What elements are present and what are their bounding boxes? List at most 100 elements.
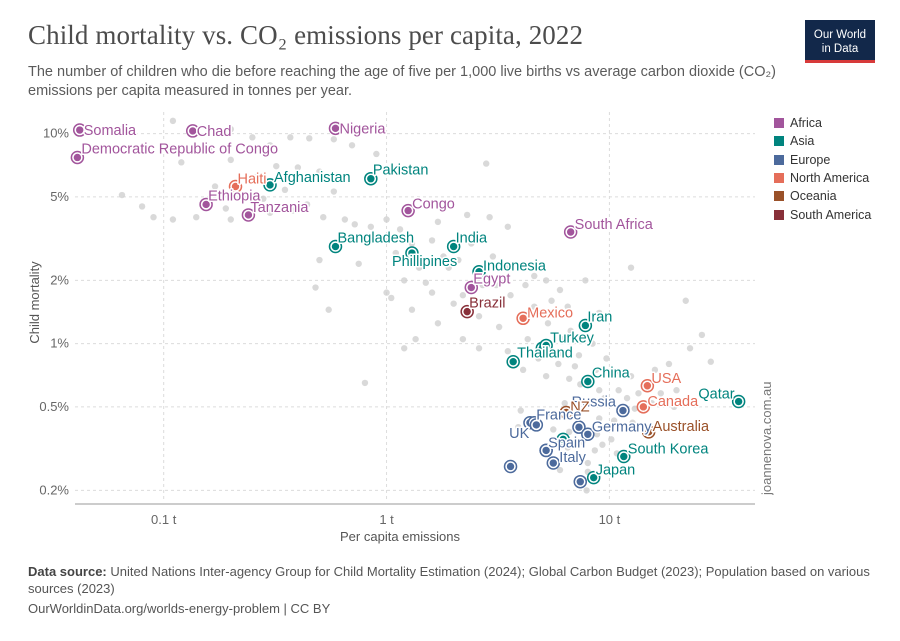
background-point	[341, 216, 349, 223]
y-tick-label: 1%	[50, 336, 69, 351]
point-dot	[575, 423, 583, 431]
highlighted-point	[328, 121, 343, 136]
legend-item-europe[interactable]: Europe	[774, 151, 871, 169]
background-point	[205, 145, 213, 152]
highlighted-point	[539, 443, 553, 458]
background-point	[401, 277, 408, 284]
background-point	[495, 323, 503, 331]
point-dot	[566, 228, 575, 236]
background-point	[599, 441, 606, 448]
background-point	[422, 279, 429, 286]
point-dot	[620, 452, 628, 461]
point-labels: Somalia Chad Nigeria Democratic Republic of…	[80, 120, 736, 480]
background-point	[396, 226, 404, 233]
background-point	[542, 372, 550, 380]
legend-item-africa[interactable]: Africa	[774, 114, 871, 132]
background-point	[489, 253, 497, 260]
highlighted-point	[581, 374, 595, 389]
point-dot	[475, 268, 483, 276]
background-point	[252, 174, 260, 181]
highlighted-point	[460, 304, 474, 319]
point-dot	[734, 397, 743, 406]
background-point	[266, 142, 274, 149]
background-point	[330, 136, 338, 143]
logo-line-2: in Data	[821, 43, 859, 55]
background-point	[555, 360, 562, 368]
point-label: Democratic Republic of Congo	[81, 141, 278, 157]
background-point	[584, 459, 592, 467]
background-point	[504, 348, 512, 355]
background-point	[627, 372, 635, 380]
highlighted-point	[506, 354, 520, 369]
point-dot	[542, 341, 550, 350]
point-dot	[266, 181, 274, 189]
background-point	[348, 142, 356, 149]
background-point	[610, 417, 618, 424]
watermark: joannenova.com.au	[759, 382, 774, 495]
point-dot	[559, 435, 567, 444]
point-dot	[584, 377, 592, 386]
legend-item-south-america[interactable]: South America	[774, 205, 871, 223]
background-point	[289, 207, 297, 214]
point-dot	[449, 242, 458, 251]
source-label: Data source:	[28, 564, 107, 579]
highlighted-point	[731, 394, 746, 409]
background-point	[227, 216, 234, 223]
point-dot	[467, 283, 475, 292]
legend-swatch	[774, 173, 784, 184]
axes: 0.2% 0.5% 1% 2% 5% 10% 0.1 t 1 t 10 t Per capita …	[27, 126, 755, 544]
legend-label: Oceania	[790, 189, 837, 204]
highlighted-point	[559, 405, 573, 420]
x-tick-label: 0.1 t	[151, 512, 177, 527]
background-point	[373, 150, 380, 158]
y-tick-label: 5%	[50, 189, 69, 204]
background-point	[492, 281, 500, 289]
background-point	[596, 415, 603, 422]
legend-label: Africa	[790, 116, 822, 131]
background-point	[531, 303, 538, 310]
x-tick-label: 1 t	[379, 512, 394, 527]
background-point	[583, 487, 590, 494]
point-label: Russia	[572, 395, 617, 411]
background-point	[542, 277, 550, 284]
point-dot	[506, 462, 515, 471]
background-point	[434, 218, 442, 226]
highlighted-point	[640, 379, 655, 393]
source-url-link[interactable]: OurWorldinData.org/worlds-energy-problem	[28, 601, 280, 616]
point-label: Ethiopia	[208, 188, 261, 204]
background-point	[320, 213, 327, 221]
highlighted-point	[405, 246, 419, 260]
y-tick-label: 0.5%	[39, 399, 69, 414]
point-label: China	[592, 366, 631, 382]
point-label: Spain	[548, 435, 585, 451]
background-point	[463, 211, 471, 219]
background-point	[556, 286, 564, 294]
legend-label: North America	[790, 171, 870, 186]
background-point	[578, 403, 585, 411]
background-point	[596, 309, 603, 317]
background-point	[355, 260, 362, 267]
background-point	[564, 444, 571, 451]
point-dot	[408, 249, 416, 257]
background-point	[665, 360, 673, 368]
background-point	[227, 125, 234, 133]
highlighted-point	[70, 150, 85, 165]
legend-item-north-america[interactable]: North America	[774, 169, 871, 187]
background-point	[648, 400, 656, 407]
highlighted-point	[586, 470, 601, 485]
highlighted-point	[641, 425, 656, 439]
background-point	[118, 125, 126, 133]
owid-logo[interactable]: Our World in Data	[805, 20, 875, 63]
legend-item-oceania[interactable]: Oceania	[774, 187, 871, 205]
background-point	[361, 379, 369, 387]
background-point	[567, 327, 574, 335]
background-point	[556, 466, 564, 474]
background-point	[392, 249, 399, 257]
point-dot	[589, 473, 598, 482]
background-point	[522, 281, 529, 289]
background-point	[544, 411, 552, 418]
background-point	[287, 134, 294, 141]
point-label: Phillipines	[392, 254, 457, 270]
legend-item-asia[interactable]: Asia	[774, 132, 871, 150]
